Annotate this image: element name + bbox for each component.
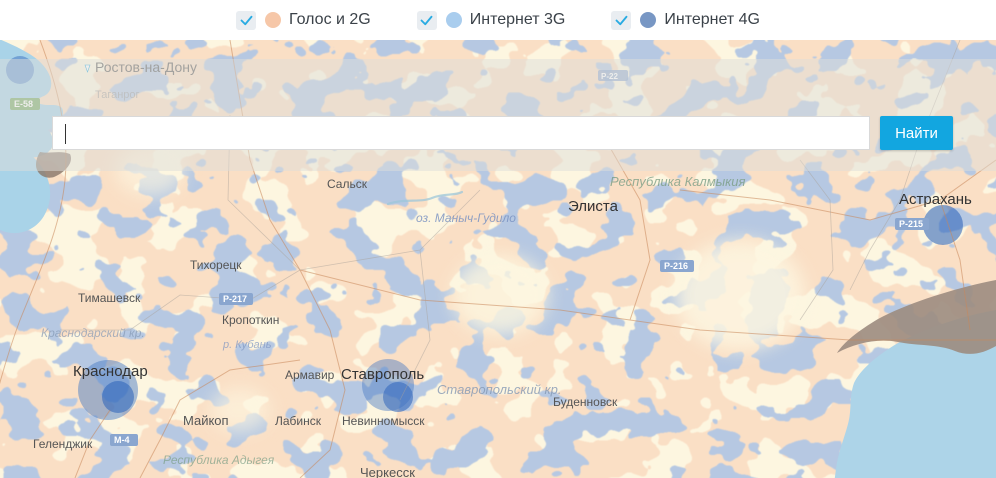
svg-text:Геленджик: Геленджик xyxy=(33,437,93,451)
svg-text:Майкоп: Майкоп xyxy=(183,413,229,428)
svg-text:Ставрополь: Ставрополь xyxy=(341,366,424,383)
svg-text:Р-216: Р-216 xyxy=(664,261,688,271)
svg-text:Армавир: Армавир xyxy=(285,368,335,382)
svg-text:Тимашевск: Тимашевск xyxy=(78,291,141,305)
svg-text:Краснодар: Краснодар xyxy=(73,363,148,380)
svg-text:Кропоткин: Кропоткин xyxy=(222,313,279,327)
svg-text:Лабинск: Лабинск xyxy=(275,414,322,428)
svg-text:Р-215: Р-215 xyxy=(899,219,923,229)
svg-text:Ставропольский кр.: Ставропольский кр. xyxy=(437,382,562,397)
svg-text:Астрахань: Астрахань xyxy=(899,191,972,208)
svg-text:оз. Маныч-Гудило: оз. Маныч-Гудило xyxy=(416,211,516,225)
svg-text:Республика Калмыкия: Республика Калмыкия xyxy=(610,174,746,189)
svg-text:р. Кубань: р. Кубань xyxy=(222,339,272,351)
svg-text:Буденновск: Буденновск xyxy=(553,395,618,409)
svg-text:М-4: М-4 xyxy=(114,435,130,445)
svg-text:Республика Адыгея: Республика Адыгея xyxy=(163,453,275,467)
svg-text:Сальск: Сальск xyxy=(327,177,368,191)
svg-text:Р-217: Р-217 xyxy=(223,294,247,304)
svg-text:Черкесск: Черкесск xyxy=(360,465,415,478)
svg-text:Элиста: Элиста xyxy=(568,198,619,215)
svg-text:Тихорецк: Тихорецк xyxy=(190,258,242,272)
svg-text:Невинномысск: Невинномысск xyxy=(342,414,425,428)
svg-text:Краснодарский кр.: Краснодарский кр. xyxy=(41,326,145,340)
